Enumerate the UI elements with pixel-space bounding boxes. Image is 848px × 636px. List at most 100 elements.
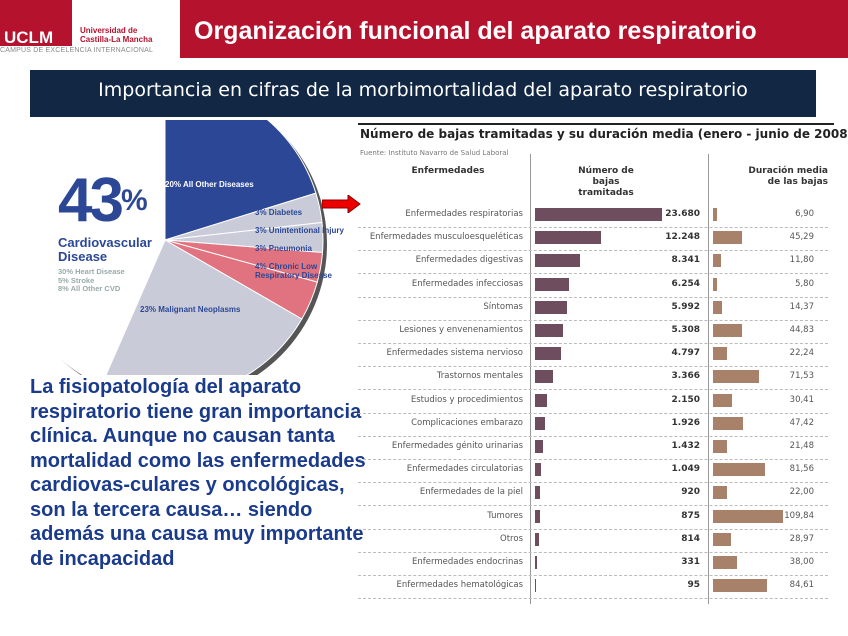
duration-bar	[713, 254, 721, 268]
pie-chart: 43% Cardiovascular Disease 30% Heart Dis…	[0, 81, 360, 402]
table-row: Enfermedades circulatorias 1.049 81,56	[358, 459, 828, 484]
explanation-paragraph: La fisiopatología del aparato respirator…	[30, 376, 366, 570]
duration-value: 84,61	[789, 580, 814, 591]
pie-slice-label: 4% Chronic Low Respiratory Disease	[255, 262, 332, 280]
pie-slice-label: 3% Unintentional Injury	[255, 226, 344, 235]
count-value: 875	[681, 510, 700, 521]
count-value: 4.797	[671, 348, 700, 359]
pie-slice-label: 3% Diabetes	[255, 208, 303, 217]
disease-name: Enfermedades digestivas	[415, 255, 523, 266]
count-bar	[535, 277, 569, 291]
duration-bar	[713, 370, 759, 384]
duration-value: 22,00	[789, 487, 814, 498]
duration-bar	[713, 579, 767, 593]
duration-value: 11,80	[789, 255, 814, 266]
slide-title: Organización funcional del aparato respi…	[180, 0, 848, 58]
sick-leave-table: Número de bajas tramitadas y su duración…	[358, 122, 848, 606]
disease-name: Síntomas	[483, 301, 523, 312]
table-row: Tumores 875 109,84	[358, 506, 828, 530]
duration-bar	[713, 300, 723, 314]
count-value: 3.366	[671, 371, 700, 382]
count-value: 5.992	[671, 301, 700, 312]
disease-name: Estudios y procedimientos	[410, 394, 523, 405]
pie-slice-label: 23% Malignant Neoplasms	[140, 305, 241, 314]
table-row: Enfermedades respiratorias 23.680 6,90	[358, 204, 828, 228]
table-row: Enfermedades digestivas 8.341 11,80	[358, 250, 828, 275]
cvd-label: Cardiovascular Disease	[58, 235, 152, 264]
cvd-part-label: 30% Heart Disease	[58, 267, 125, 276]
count-value: 814	[681, 533, 700, 544]
duration-bar	[713, 532, 732, 546]
disease-name: Lesiones y envenenamientos	[399, 325, 523, 335]
table-row: Enfermedades sistema nervioso 4.797 22,24	[358, 343, 828, 368]
count-bar	[535, 556, 537, 569]
disease-name: Enfermedades hematológicas	[396, 580, 523, 591]
disease-name: Otros	[500, 533, 523, 544]
duration-bar	[713, 556, 738, 569]
count-value: 1.432	[671, 441, 700, 451]
table-row: Otros 814 28,97	[358, 529, 828, 553]
duration-value: 71,53	[789, 371, 814, 382]
duration-value: 14,37	[789, 301, 814, 312]
count-bar	[535, 509, 540, 523]
university-name: Universidad de Castilla-La Mancha	[80, 26, 153, 44]
count-bar	[535, 231, 601, 245]
count-bar	[535, 347, 561, 361]
col-header-count: Número de bajas tramitadas	[578, 166, 634, 198]
table-row: Enfermedades infecciosas 6.254 5,80	[358, 274, 828, 298]
count-bar	[535, 579, 536, 593]
disease-name: Enfermedades endocrinas	[412, 557, 523, 567]
count-value: 23.680	[665, 209, 700, 219]
logo-text: UCLM	[4, 28, 54, 47]
count-value: 1.049	[671, 464, 700, 475]
table-row: Complicaciones embarazo 1.926 47,42	[358, 413, 828, 437]
duration-value: 47,42	[789, 417, 814, 428]
pie-slice-label: 3% Pneumonia	[255, 244, 312, 253]
count-bar	[535, 463, 541, 477]
duration-bar	[713, 208, 718, 221]
disease-name: Enfermedades musculoesqueléticas	[369, 232, 523, 243]
duration-bar	[713, 416, 744, 430]
duration-value: 6,90	[795, 209, 814, 219]
count-bar	[535, 370, 554, 384]
col-header-duration: Duración media de las bajas	[748, 166, 828, 187]
duration-value: 45,29	[789, 232, 814, 243]
disease-name: Complicaciones embarazo	[411, 417, 523, 428]
disease-name: Trastornos mentales	[436, 371, 523, 382]
table-source: Fuente: Instituto Navarro de Salud Labor…	[360, 149, 509, 157]
disease-name: Enfermedades circulatorias	[406, 464, 523, 475]
count-bar	[535, 416, 546, 430]
count-value: 920	[681, 487, 700, 498]
cvd-part-label: 8% All Other CVD	[58, 284, 121, 293]
count-bar	[535, 393, 547, 407]
disease-name: Enfermedades infecciosas	[411, 278, 523, 289]
count-value: 331	[681, 557, 700, 567]
duration-value: 22,24	[789, 348, 814, 359]
disease-name: Enfermedades de la piel	[419, 487, 523, 498]
table-row: Enfermedades endocrinas 331 38,00	[358, 552, 828, 576]
pie-percent: %	[120, 184, 148, 217]
count-bar	[535, 486, 540, 500]
duration-value: 30,41	[789, 394, 814, 405]
disease-name: Enfermedades respiratorias	[405, 209, 523, 219]
duration-bar	[713, 324, 742, 337]
disease-name: Tumores	[487, 510, 523, 521]
count-bar	[535, 300, 568, 314]
pie-big-number: 43	[58, 166, 124, 235]
disease-name: Enfermedades génito urinarias	[391, 441, 523, 451]
count-value: 2.150	[671, 394, 700, 405]
count-bar	[535, 532, 540, 546]
cvd-part-label: 5% Stroke	[58, 275, 95, 285]
duration-bar	[713, 393, 733, 407]
table-row: Lesiones y envenenamientos 5.308 44,83	[358, 320, 828, 344]
count-value: 5.308	[671, 325, 700, 335]
table-row: Síntomas 5.992 14,37	[358, 297, 828, 321]
duration-bar	[713, 231, 742, 245]
count-bar	[535, 324, 564, 337]
duration-bar	[713, 463, 765, 477]
table-row: Enfermedades de la piel 920 22,00	[358, 482, 828, 507]
duration-bar	[713, 347, 728, 361]
count-value: 6.254	[671, 278, 700, 289]
count-bar	[535, 440, 543, 453]
campus-text: CAMPUS DE EXCELENCIA INTERNACIONAL	[0, 47, 154, 54]
